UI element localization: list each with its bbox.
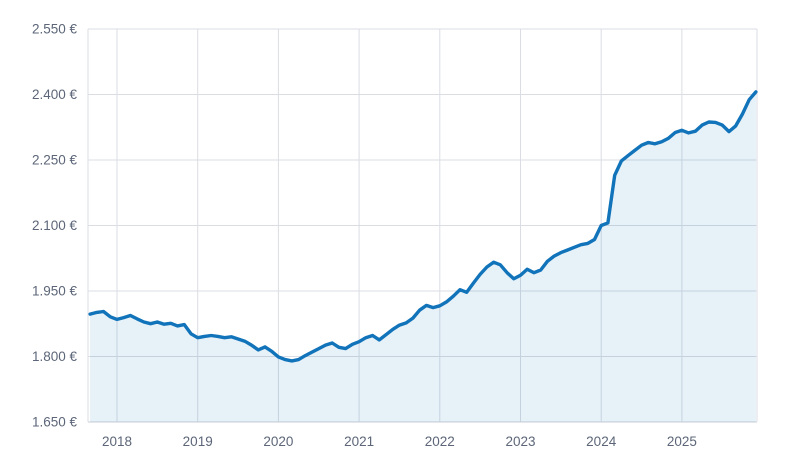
x-tick-label: 2018 [102,434,132,449]
y-tick-label: 2.550 € [32,22,78,37]
x-tick-label: 2019 [183,434,213,449]
x-tick-label: 2025 [667,434,697,449]
y-tick-label: 1.650 € [32,415,78,430]
y-tick-label: 2.250 € [32,153,78,168]
x-tick-label: 2023 [505,434,535,449]
price-line [88,90,758,363]
price-area [90,91,756,423]
y-tick-label: 2.400 € [32,87,78,102]
chart-grid [87,28,758,423]
x-axis-labels: 2018 2019 2020 2021 2022 2023 2024 2025 [102,434,697,449]
x-tick-label: 2020 [263,434,293,449]
x-tick-label: 2022 [425,434,455,449]
y-axis-labels: 2.550 € 2.400 € 2.250 € 2.100 € 1.950 € 1.800… [32,22,78,430]
y-tick-label: 2.100 € [32,218,78,233]
y-tick-label: 1.950 € [32,284,78,299]
x-tick-label: 2021 [344,434,374,449]
y-tick-label: 1.800 € [32,349,78,364]
x-tick-label: 2024 [586,434,617,449]
